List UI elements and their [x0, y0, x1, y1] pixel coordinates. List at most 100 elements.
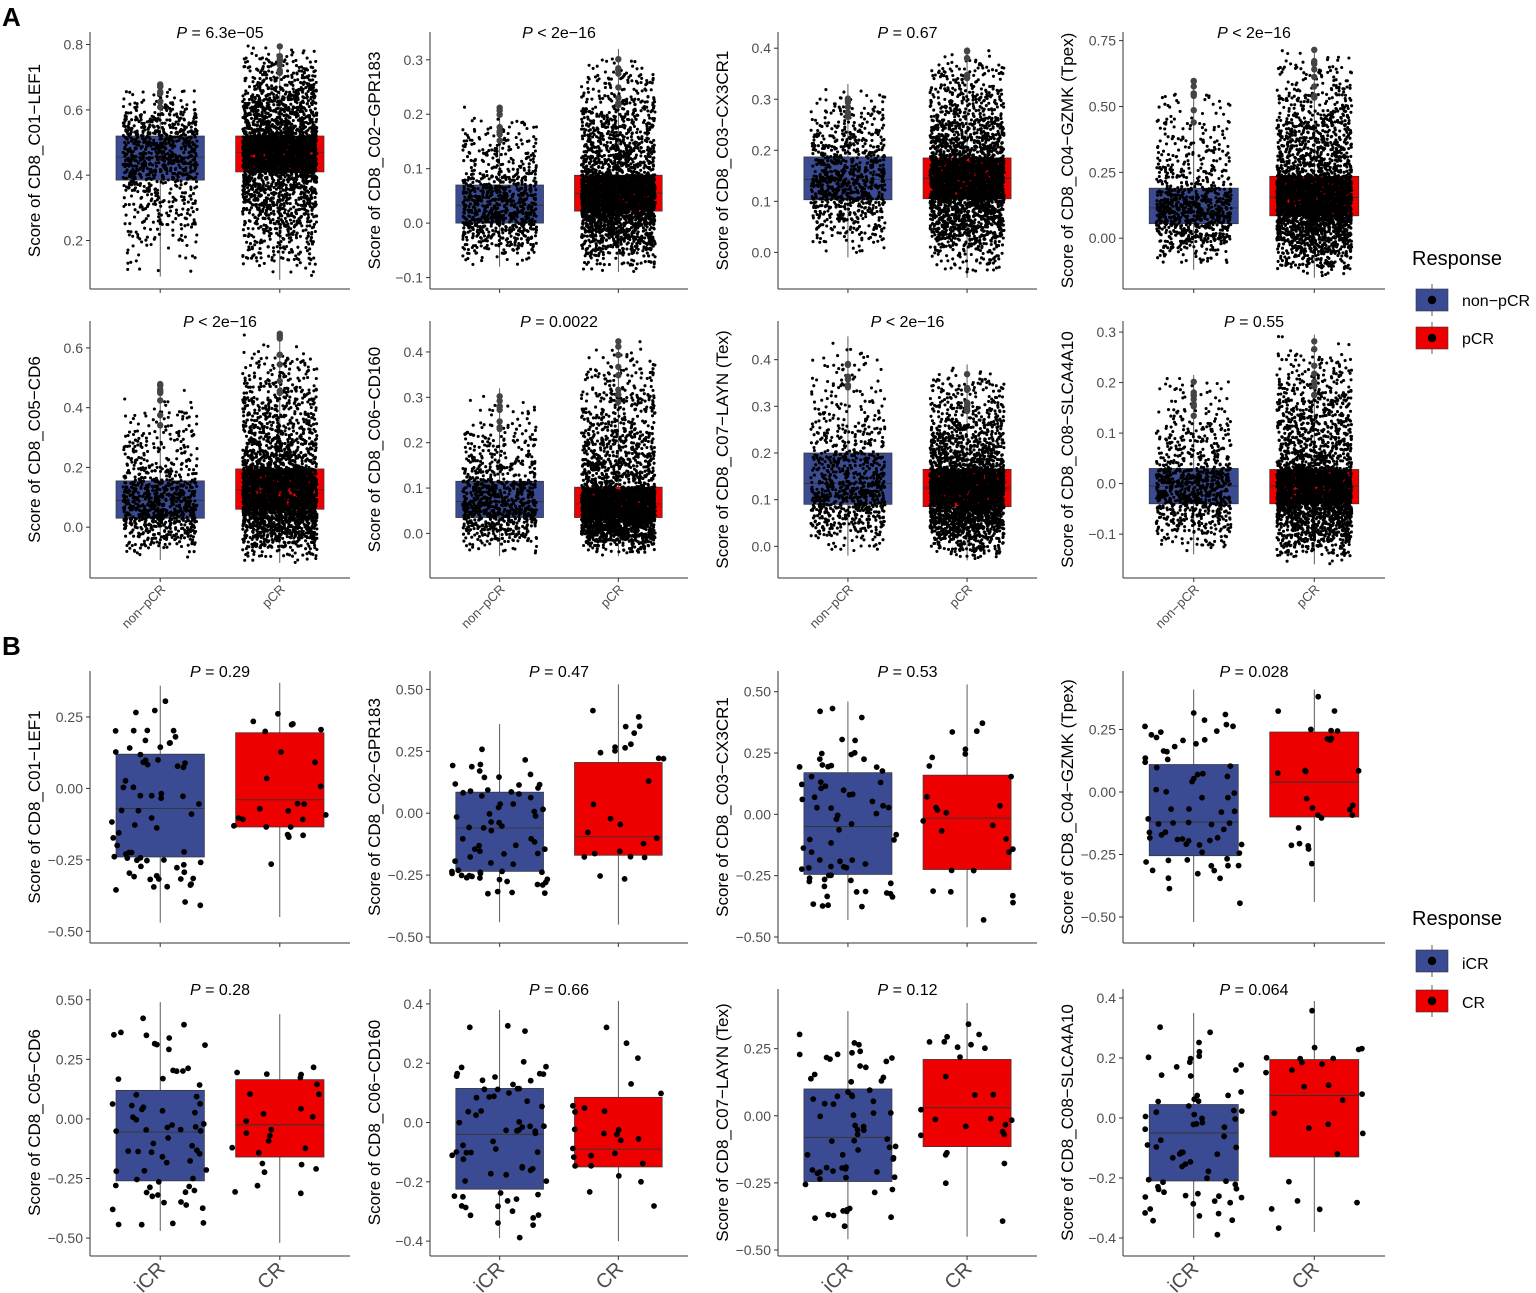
data-point [140, 240, 144, 244]
data-point [179, 99, 183, 103]
data-point [499, 163, 503, 167]
data-point [508, 180, 512, 184]
data-point [129, 131, 133, 135]
data-point [181, 132, 186, 136]
data-point [256, 147, 261, 151]
data-point [121, 133, 125, 138]
data-point [137, 120, 141, 124]
data-point [159, 149, 163, 153]
data-point [140, 100, 144, 104]
data-point [527, 172, 531, 176]
data-point [247, 174, 251, 178]
data-point [254, 144, 258, 148]
data-point [515, 142, 519, 147]
data-point [129, 159, 133, 163]
data-point [195, 144, 199, 148]
data-point [167, 139, 171, 143]
data-point [466, 198, 470, 202]
data-point [475, 251, 479, 255]
data-point [504, 228, 508, 232]
data-point [259, 105, 263, 109]
data-point [305, 115, 309, 119]
data-point [254, 53, 258, 58]
data-point [292, 257, 296, 261]
data-point [272, 253, 276, 257]
data-point [282, 178, 286, 182]
data-point [132, 124, 136, 128]
data-point [147, 155, 151, 160]
data-point [261, 98, 266, 103]
data-point [281, 136, 285, 140]
data-point [243, 170, 247, 174]
data-point [532, 160, 536, 164]
data-point [308, 155, 312, 160]
data-point [310, 185, 314, 189]
data-point [312, 132, 316, 136]
data-point [292, 205, 296, 209]
data-point [169, 101, 174, 106]
data-point [524, 151, 528, 155]
data-point [470, 142, 474, 146]
data-point [465, 191, 469, 195]
data-point [244, 56, 248, 60]
data-point [187, 121, 191, 125]
data-point [529, 153, 533, 157]
outlier-point [276, 69, 283, 77]
data-point [129, 260, 133, 264]
data-point [251, 194, 255, 198]
data-point [284, 219, 288, 223]
data-point [474, 213, 478, 217]
data-point [194, 153, 198, 157]
data-point [527, 165, 531, 169]
data-point [155, 198, 159, 202]
data-point [154, 161, 158, 165]
data-point [306, 179, 310, 183]
data-point [291, 60, 295, 64]
data-point [165, 108, 169, 112]
data-point [290, 75, 294, 79]
data-point [299, 122, 303, 126]
data-point [185, 103, 189, 107]
data-point [260, 136, 264, 141]
data-point [271, 249, 276, 253]
data-point [533, 207, 537, 211]
data-point [157, 144, 161, 148]
data-point [468, 189, 472, 194]
data-point [479, 236, 483, 240]
data-point [525, 155, 529, 159]
data-point [471, 262, 475, 266]
data-point [153, 187, 157, 191]
data-point [249, 187, 253, 191]
data-point [490, 175, 494, 179]
data-point [256, 198, 260, 202]
data-point [504, 224, 508, 229]
data-point [461, 254, 465, 258]
data-point [250, 105, 254, 109]
data-point [261, 227, 265, 231]
data-point [527, 162, 531, 166]
data-point [267, 216, 271, 220]
data-point [512, 182, 516, 186]
data-point [260, 167, 264, 171]
data-point [174, 208, 179, 212]
data-point [263, 145, 267, 149]
data-point [534, 125, 538, 129]
data-point [127, 134, 131, 138]
data-point [180, 227, 184, 231]
data-point [256, 207, 260, 211]
data-point [472, 116, 476, 120]
data-point [471, 180, 475, 184]
data-point [248, 201, 252, 205]
data-point [171, 139, 175, 143]
data-point [180, 160, 184, 164]
data-point [297, 165, 301, 169]
data-point [512, 215, 516, 219]
data-point [282, 130, 286, 134]
data-point [251, 171, 255, 175]
data-point [277, 103, 281, 107]
data-point [281, 121, 285, 125]
data-point [288, 110, 292, 114]
data-point [178, 254, 182, 258]
data-point [257, 203, 262, 207]
data-point [269, 227, 273, 231]
